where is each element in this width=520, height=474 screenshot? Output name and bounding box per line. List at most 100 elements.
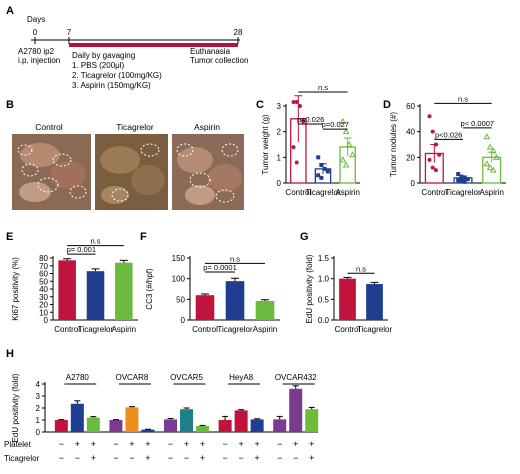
ticagrelor-sign: − <box>129 453 134 463</box>
data-point <box>294 100 299 104</box>
data-point <box>291 100 296 104</box>
y-tick-label: 2 <box>277 128 282 137</box>
treat-line-4: 3. Aspirin (150mg/KG) <box>72 81 151 90</box>
photo-aspirin <box>172 134 244 210</box>
y-tick-label: 30 <box>39 293 48 302</box>
x-tick-label: Control <box>192 325 218 334</box>
data-point <box>456 178 461 183</box>
day-end: 28 <box>234 28 243 37</box>
tumor-outline <box>215 189 235 203</box>
data-point <box>301 119 306 124</box>
data-point <box>297 104 302 108</box>
photo-label-control: Control <box>35 122 63 132</box>
x-tick-label: Ticagrelor <box>217 325 253 334</box>
data-point <box>319 175 324 180</box>
data-point <box>437 152 442 157</box>
significance-label: n.s <box>356 264 366 273</box>
group-label: HeyA8 <box>229 373 254 382</box>
x-tick-label: Aspirin <box>479 188 503 197</box>
bar <box>180 409 194 432</box>
group-label: OVCAR432 <box>275 373 317 382</box>
bar <box>125 407 139 432</box>
tumor-outline <box>69 185 87 199</box>
y-tick-label: 70 <box>39 262 48 271</box>
bar <box>86 417 100 432</box>
panel-label-f: F <box>140 231 147 243</box>
platelet-sign: + <box>200 439 205 449</box>
bar <box>234 410 248 432</box>
panel-label-d: D <box>383 99 391 111</box>
y-tick-label: 0.5 <box>318 295 330 304</box>
data-point <box>319 163 324 168</box>
data-point <box>489 166 497 173</box>
ticagrelor-sign: − <box>222 453 227 463</box>
data-point <box>456 172 461 177</box>
platelet-sign: − <box>113 439 118 449</box>
data-point <box>462 179 467 184</box>
photo-label-aspirin: Aspirin <box>194 122 220 132</box>
ticagrelor-sign: + <box>254 453 259 463</box>
x-tick-label: Ticagrelor <box>78 325 114 334</box>
treatment-bar <box>69 43 238 47</box>
significance-label: n.s <box>90 237 100 246</box>
y-tick-label: 40 <box>39 285 48 294</box>
y-tick-label: 1.0 <box>318 275 330 284</box>
tumor-outline <box>17 144 33 156</box>
ticagrelor-sign: + <box>309 453 314 463</box>
x-tick-label: Aspirin <box>112 325 136 334</box>
panel-label-h: H <box>6 348 14 360</box>
ticagrelor-sign: − <box>184 453 189 463</box>
bar <box>305 409 319 432</box>
y-tick-label: 100 <box>172 275 186 284</box>
condition-row-label: Platelet <box>4 440 31 449</box>
data-point <box>322 166 327 171</box>
data-point <box>493 153 500 160</box>
bar <box>70 403 84 432</box>
photos-panel: B Control Ticagrelor Aspirin <box>6 99 244 210</box>
days-label: Days <box>27 15 45 24</box>
y-tick-label: 20 <box>406 153 415 162</box>
y-tick-label: 3 <box>277 102 282 111</box>
platelet-sign: − <box>168 439 173 449</box>
treat-line-3: 2. Ticagrelor (100mg/KG) <box>72 71 162 80</box>
group-label: OVCAR8 <box>115 373 148 382</box>
bar <box>218 420 232 432</box>
data-point <box>427 114 432 119</box>
y-tick-label: 0.0 <box>318 316 330 325</box>
bar <box>250 419 264 432</box>
y-tick-label: 1 <box>277 153 282 162</box>
x-tick-label: Ticagrelor <box>357 325 393 334</box>
panel-label-e: E <box>6 231 13 243</box>
y-tick-label: 1.5 <box>318 254 330 263</box>
platelet-sign: + <box>145 439 150 449</box>
data-point <box>483 133 491 140</box>
y-tick-label: 0 <box>36 428 41 437</box>
platelet-sign: + <box>75 439 80 449</box>
platelet-sign: + <box>309 439 314 449</box>
data-point <box>483 160 491 167</box>
platelet-sign: + <box>293 439 298 449</box>
tumor-outline <box>140 143 160 157</box>
bar <box>366 284 383 320</box>
significance-label: p=0.026 <box>297 115 324 124</box>
y-tick-label: 1 <box>36 416 41 425</box>
x-tick-label: Control <box>421 188 447 197</box>
end-line-1: Euthanasia <box>190 47 231 56</box>
tumor-outline <box>37 177 59 193</box>
x-tick-label: Aspirin <box>335 188 359 197</box>
x-tick-label: Aspirin <box>253 325 277 334</box>
bar <box>58 260 76 320</box>
y-tick-label: 150 <box>172 254 186 263</box>
data-point <box>345 140 353 147</box>
bar <box>115 262 133 320</box>
panel-label-b: B <box>6 99 14 111</box>
photo-label-ticagrelor: Ticagrelor <box>116 122 154 132</box>
platelet-sign: − <box>222 439 227 449</box>
platelet-sign: − <box>277 439 282 449</box>
y-tick-label: 60 <box>406 102 415 111</box>
photo-control <box>12 134 91 210</box>
platelet-sign: + <box>238 439 243 449</box>
data-point <box>316 173 321 178</box>
significance-label: p=0.027 <box>322 120 349 129</box>
